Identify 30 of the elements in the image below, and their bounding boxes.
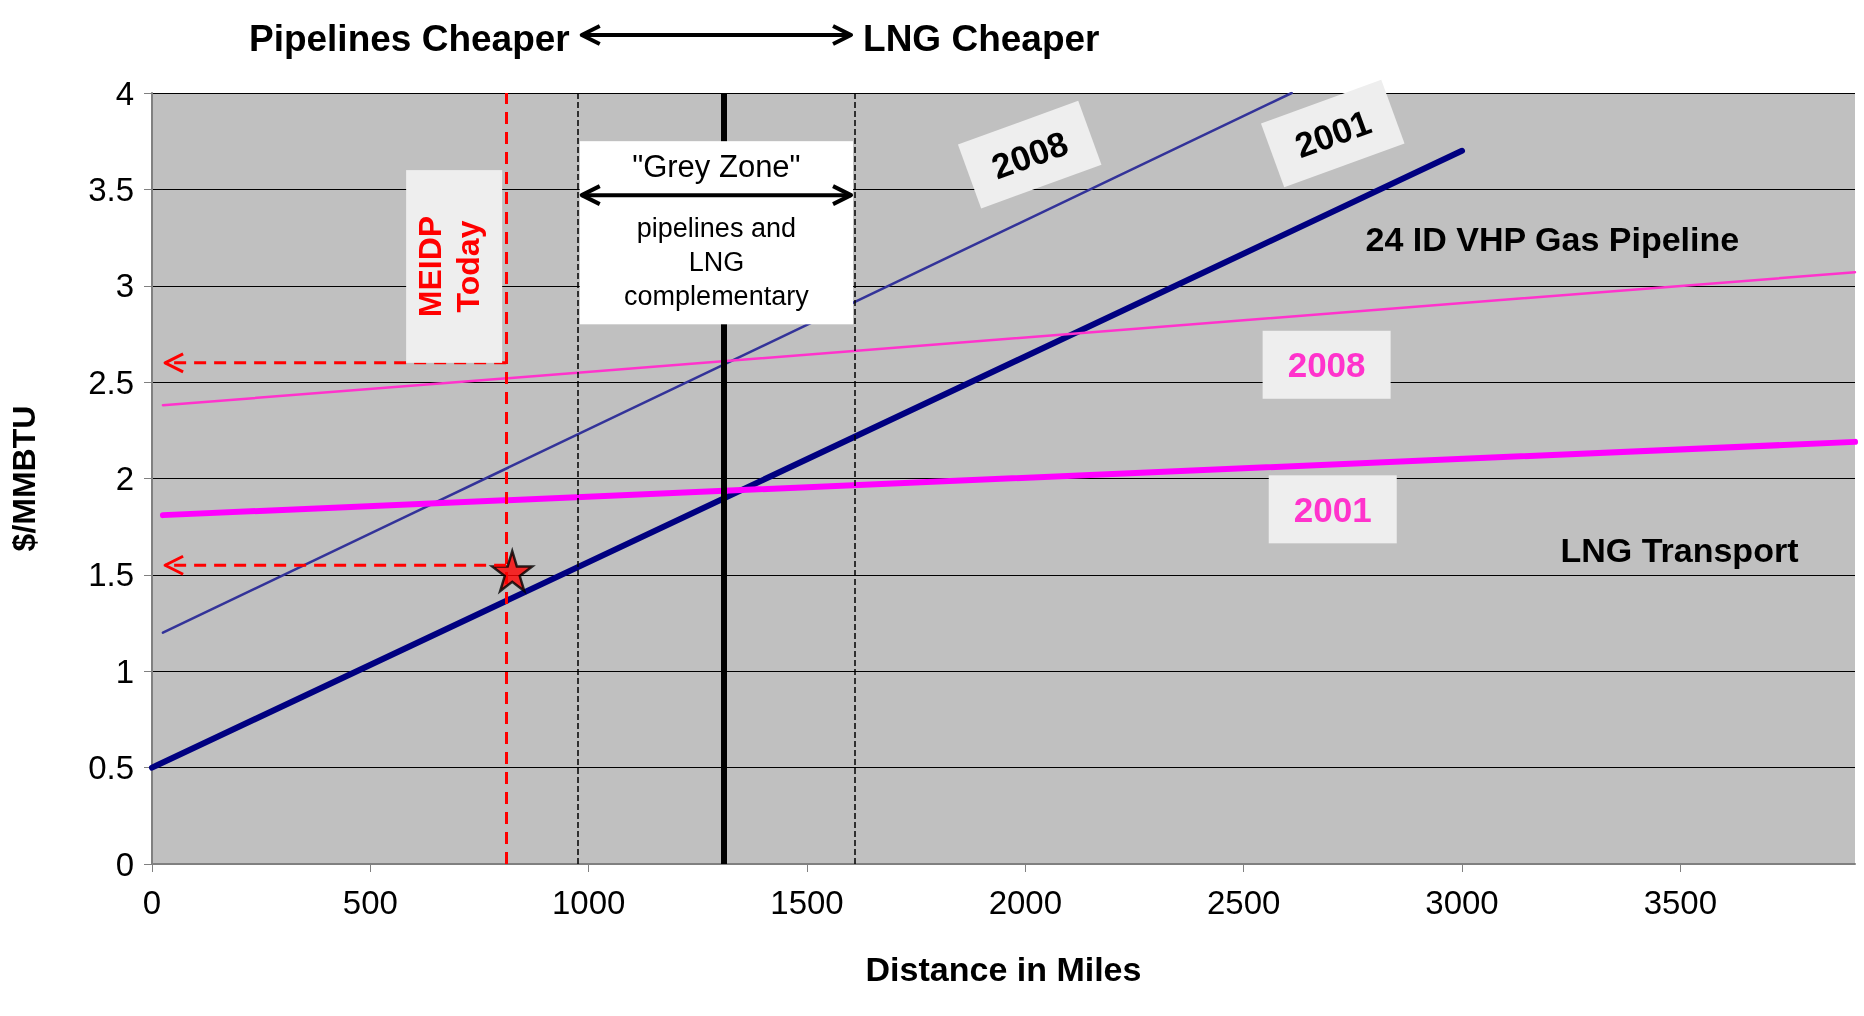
ref-line-label: MEIDP Today <box>412 215 487 318</box>
annotation: 2008 <box>986 123 1073 187</box>
x-tick-label: 1500 <box>770 884 844 921</box>
x-tick-label: 2000 <box>988 884 1063 921</box>
y-axis-title: $/MMBTU <box>6 405 42 552</box>
y-tick-label: 0 <box>115 845 134 883</box>
y-tick-label: 1.5 <box>88 556 134 594</box>
y-tick-label: 2.5 <box>88 363 134 401</box>
y-tick-label: 1 <box>115 652 134 690</box>
x-tick-label: 1000 <box>551 884 626 921</box>
y-tick-label: 4 <box>115 74 134 112</box>
text: Pipelines Cheaper <box>248 17 570 59</box>
x-tick-label: 3500 <box>1643 884 1718 921</box>
x-tick-label: 500 <box>342 884 398 921</box>
y-tick-label: 0.5 <box>88 749 134 787</box>
x-tick-label: 0 <box>142 884 162 921</box>
x-tick-label: 3000 <box>1425 884 1499 921</box>
text: LNG Cheaper <box>863 17 1100 59</box>
y-tick-label: 2 <box>115 460 134 497</box>
annotation: "Grey Zone" <box>632 148 801 184</box>
x-tick-label: 2500 <box>1206 884 1281 921</box>
annotation: 2001 <box>1289 101 1377 166</box>
x-axis-title: Distance in Miles <box>865 950 1142 988</box>
annotation: pipelines and LNG complementary <box>624 212 810 311</box>
annotation: LNG Transport <box>1560 530 1799 569</box>
y-tick-label: 3.5 <box>88 170 134 208</box>
annotation: 2001 <box>1293 489 1372 529</box>
annotation: 2008 <box>1287 345 1366 385</box>
annotation: 24 ID VHP Gas Pipeline <box>1365 220 1740 259</box>
y-tick-label: 3 <box>115 267 134 305</box>
